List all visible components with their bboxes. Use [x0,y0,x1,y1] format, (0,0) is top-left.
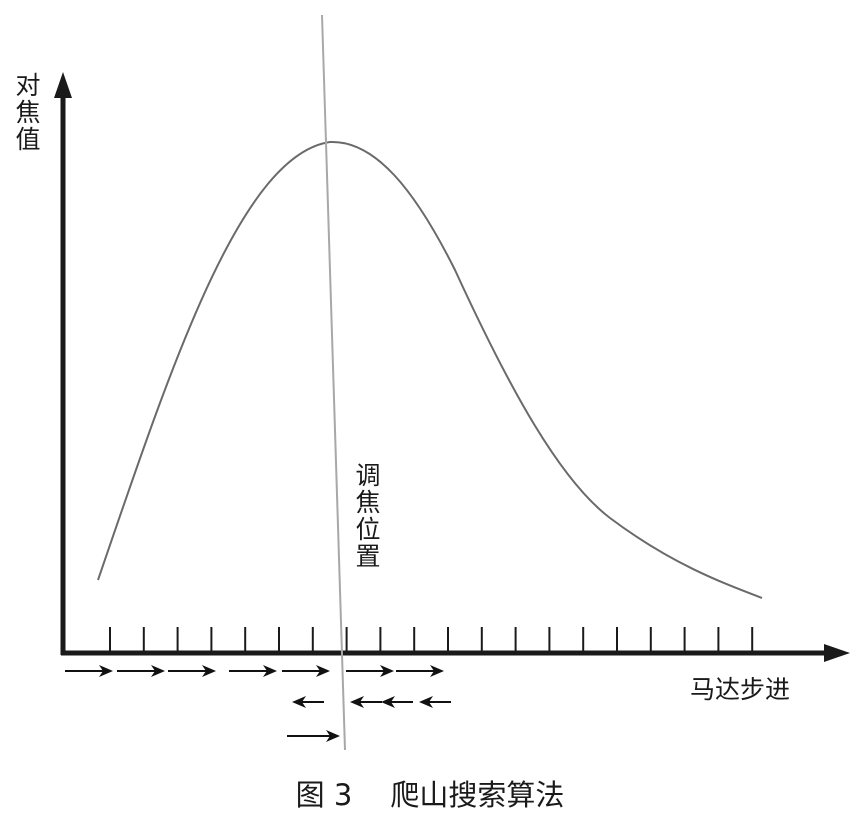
backward-pass-arrows [292,696,451,708]
final-step-arrow [287,730,340,742]
forward-step-arrow [396,665,444,677]
backward-step-arrow [292,696,324,708]
figure-title: 爬山搜索算法 [390,778,565,812]
y-axis-label: 对焦值 [12,72,41,153]
forward-step-arrow [346,665,394,677]
backward-step-arrow [350,696,382,708]
forward-step-arrow [229,665,277,677]
figure-number: 图 3 [295,778,353,812]
backward-step-arrow [419,696,451,708]
x-axis-arrowhead [824,644,850,662]
focus-value-curve [97,140,763,599]
y-axis [54,72,72,655]
x-axis-label: 马达步进 [690,675,791,704]
forward-step-arrow [117,665,165,677]
figure-caption: 图 3 爬山搜索算法 [0,772,860,814]
y-axis-arrowhead [54,72,72,98]
focus-position-label: 调焦位置 [352,462,381,570]
x-axis-ticks [109,627,754,653]
final-pass-arrows [287,730,340,742]
x-axis [61,644,850,662]
forward-step-arrow [282,665,330,677]
forward-pass-arrows [65,665,444,677]
focus-position-line [321,14,346,751]
forward-step-arrow [168,665,216,677]
backward-step-arrow [381,696,413,708]
forward-step-arrow [65,665,113,677]
